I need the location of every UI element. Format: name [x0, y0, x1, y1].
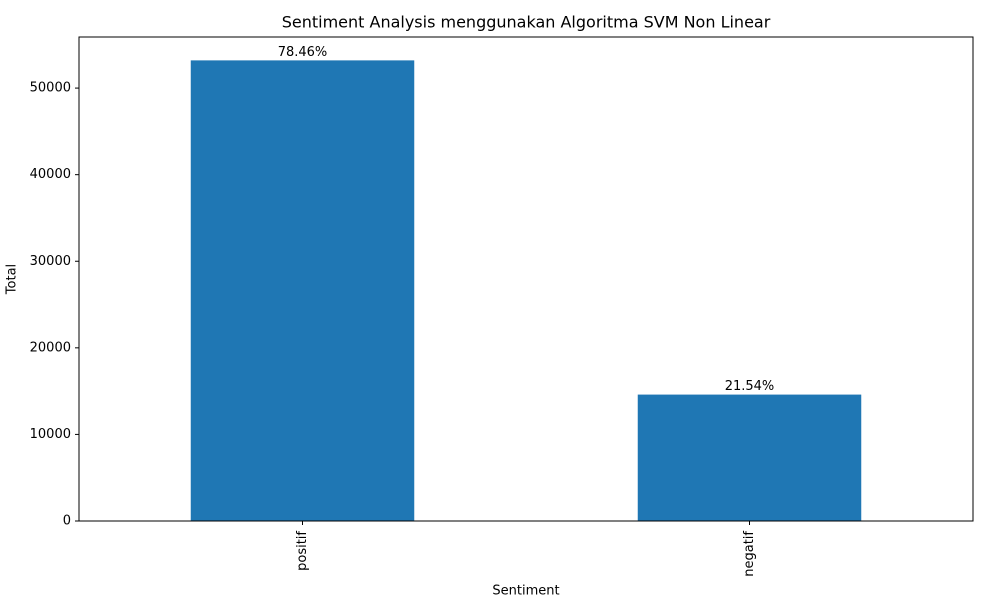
y-tick-label: 50000 [30, 81, 71, 96]
bar-annotation: 78.46% [278, 45, 328, 60]
y-tick-label: 20000 [30, 340, 71, 355]
bar [637, 394, 862, 521]
y-tick-label: 40000 [30, 167, 71, 182]
y-tick-label: 30000 [30, 254, 71, 269]
plot-frame [78, 36, 974, 522]
x-tick-label: positif [295, 531, 310, 571]
x-tick-label: negatif [742, 531, 757, 577]
y-axis-label: Total [5, 264, 20, 295]
x-axis-label: Sentiment [492, 584, 559, 599]
y-tick-label: 0 [63, 514, 71, 529]
y-tick-label: 10000 [30, 427, 71, 442]
bar [190, 60, 415, 521]
chart-title: Sentiment Analysis menggunakan Algoritma… [282, 13, 771, 32]
bar-annotation: 21.54% [725, 379, 775, 394]
